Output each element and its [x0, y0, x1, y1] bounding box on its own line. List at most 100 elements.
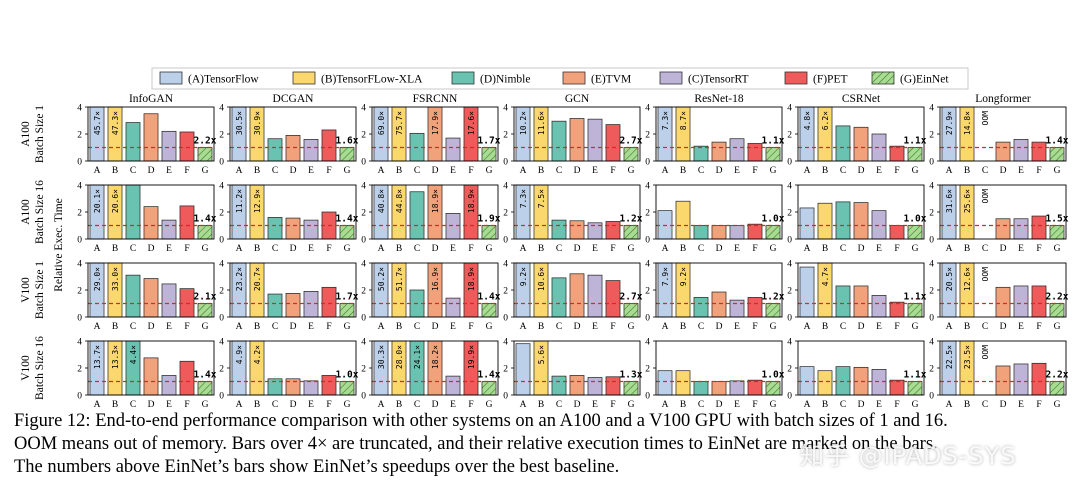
bar-annotation-A: 9.2× [519, 267, 528, 286]
bar-D [995, 365, 1011, 396]
plot-frame [655, 340, 783, 396]
bar-F [889, 301, 905, 318]
x-tick-label: D [716, 244, 723, 254]
y-tick-label: 2 [787, 365, 792, 375]
y-tick-label: 0 [787, 236, 792, 246]
bar-F [889, 379, 905, 396]
speedup-label: 2.7x [620, 292, 643, 303]
x-tick-label: C [130, 244, 136, 254]
y-tick-label: 2 [645, 209, 650, 219]
panel-title: DCGAN [273, 93, 315, 105]
panel-csrnet-r0: CSRNet 0 2 4 4.8× A 6.2× B C D E F G 1.1x [787, 93, 926, 176]
bar-C [835, 285, 851, 318]
bar-annotation-B: 25.6× [963, 189, 972, 213]
y-tick-label: 2 [219, 209, 224, 219]
bar-F [321, 375, 337, 396]
speedup-label: 1.5x [1046, 214, 1069, 225]
x-tick-label: E [450, 400, 456, 410]
bar-annotation-B: 12.6× [963, 267, 972, 291]
x-tick-label: B [112, 244, 118, 254]
bar-F [321, 129, 337, 162]
bar-annotation-B: 75.7× [395, 111, 404, 135]
y-tick-label: 4 [929, 338, 934, 348]
x-tick-label: E [166, 166, 172, 176]
y-tick-label: 0 [645, 392, 650, 402]
x-tick-label: A [520, 322, 527, 332]
x-tick-label: A [662, 400, 669, 410]
bar-E [587, 274, 603, 318]
speedup-label: 1.2x [620, 214, 643, 225]
speedup-label: 1.4x [478, 292, 501, 303]
legend-label-B: (B)TensorFLow-XLA [321, 74, 423, 86]
figure-chart: (A)TensorFlow (B)TensorFLow-XLA (D)Nimble (… [20, 67, 1069, 410]
x-tick-label: F [184, 244, 189, 254]
bar-annotation-A: 22.5× [945, 345, 954, 369]
bar-E [729, 225, 745, 240]
bar-D [995, 141, 1011, 162]
bar-annotation-B: 23.5× [963, 345, 972, 369]
panel-csrnet-r1: 0 2 4 A B C D E F G 1.0x [787, 182, 926, 255]
bar-G [623, 303, 639, 318]
bar-F [747, 143, 763, 162]
x-tick-label: E [592, 400, 598, 410]
x-tick-label: G [344, 244, 351, 254]
x-tick-label: A [378, 244, 385, 254]
panel-title: ResNet-18 [694, 93, 743, 105]
bar-G [339, 381, 355, 396]
speedup-label: 1.4x [194, 214, 217, 225]
y-tick-label: 4 [361, 182, 366, 192]
row-label-gpu: A100 [20, 121, 32, 147]
y-tick-label: 2 [645, 365, 650, 375]
speedup-label: 1.4x [194, 370, 217, 381]
bar-E [161, 375, 177, 396]
x-tick-label: E [450, 166, 456, 176]
x-tick-label: E [734, 244, 740, 254]
x-tick-label: B [680, 244, 686, 254]
legend-swatch-D [562, 71, 586, 85]
bar-annotation-B: 7.5× [537, 189, 546, 208]
figure-caption: Figure 12: End-to-end performance compar… [14, 410, 1084, 479]
x-tick-label: A [662, 244, 669, 254]
plot-frame [655, 184, 783, 240]
bar-E [303, 219, 319, 240]
x-tick-label: B [680, 322, 686, 332]
x-tick-label: A [946, 166, 953, 176]
x-tick-label: D [290, 244, 297, 254]
y-tick-label: 2 [787, 287, 792, 297]
x-tick-label: C [272, 244, 278, 254]
x-tick-label: G [486, 400, 493, 410]
speedup-label: 1.4x [336, 214, 359, 225]
y-tick-label: 4 [219, 338, 224, 348]
x-tick-label: D [432, 166, 439, 176]
y-tick-label: 2 [645, 287, 650, 297]
x-tick-label: B [680, 400, 686, 410]
bar-C [693, 225, 709, 240]
bar-G [765, 147, 781, 162]
panel-longformer-r2: 0 2 4 20.5× A 12.6× B OOM C D E F G 2.2x [929, 260, 1068, 333]
x-tick-label: D [148, 244, 155, 254]
bar-E [161, 219, 177, 240]
bar-G [197, 147, 213, 162]
y-tick-label: 4 [361, 104, 366, 114]
x-tick-label: F [1036, 244, 1041, 254]
panel-fsrcnn-r1: 0 2 4 40.8× A 44.8× B C 18.9× D E 18.9× F G 1.9x [361, 182, 500, 255]
bar-annotation-B: 44.8× [395, 189, 404, 213]
x-tick-label: A [946, 244, 953, 254]
plot-frame [87, 262, 215, 318]
y-tick-label: 4 [929, 260, 934, 270]
bar-D [853, 126, 869, 162]
x-tick-label: G [486, 322, 493, 332]
x-tick-label: E [876, 322, 882, 332]
y-tick-label: 2 [219, 287, 224, 297]
bar-annotation-A: 4.9× [235, 345, 244, 364]
y-tick-label: 2 [77, 287, 82, 297]
plot-frame [939, 184, 1067, 240]
x-tick-label: E [308, 166, 314, 176]
bar-D [143, 113, 159, 162]
panel-resnet-18-r1: 0 2 4 A B C D E F G 1.0x [645, 182, 784, 255]
bar-annotation-B: 47.3× [111, 111, 120, 135]
x-tick-label: F [326, 166, 331, 176]
x-tick-label: A [804, 322, 811, 332]
x-tick-label: D [1000, 166, 1007, 176]
